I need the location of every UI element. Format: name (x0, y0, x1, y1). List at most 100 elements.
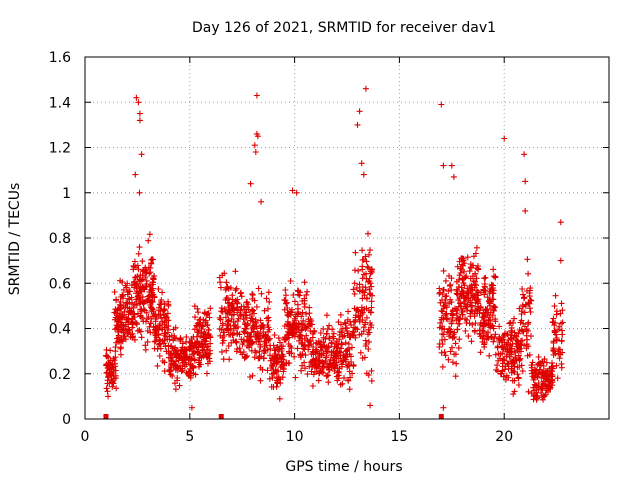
data-point (174, 367, 181, 373)
data-point (249, 306, 255, 313)
data-point (551, 303, 558, 310)
data-point (133, 94, 140, 101)
data-point (341, 319, 348, 326)
data-point (256, 330, 263, 337)
data-point (243, 314, 250, 321)
data-point (443, 311, 450, 317)
data-point (108, 372, 115, 379)
data-point (298, 313, 305, 320)
data-point (203, 354, 210, 361)
data-point (200, 316, 207, 323)
data-point (363, 258, 370, 265)
data-point (440, 302, 447, 309)
data-point (475, 289, 482, 295)
data-point (464, 303, 471, 310)
data-point (216, 314, 223, 321)
data-point (461, 268, 467, 275)
data-point (469, 321, 476, 328)
data-point (526, 293, 533, 300)
data-point (444, 316, 451, 323)
data-point (328, 349, 335, 356)
data-point (359, 266, 366, 273)
data-point (175, 353, 182, 360)
data-point (241, 320, 248, 326)
data-point (234, 346, 241, 353)
data-point (192, 314, 198, 321)
data-point (298, 341, 305, 348)
data-point (137, 288, 144, 295)
data-point (225, 285, 232, 292)
data-point (335, 355, 342, 362)
data-point (450, 173, 457, 180)
data-point (306, 310, 313, 317)
data-point (160, 311, 167, 318)
data-point (463, 317, 470, 323)
data-point (229, 296, 236, 303)
data-point (308, 368, 315, 375)
data-point (490, 273, 497, 280)
data-point (513, 343, 520, 350)
data-point (133, 320, 140, 327)
data-point (465, 333, 472, 340)
data-point (508, 369, 515, 376)
data-point (234, 318, 241, 324)
data-point (446, 272, 452, 279)
axes: 0 0.2 0.4 0.6 0.8 1 1.2 1.4 1.6 0 5 10 15 20 (49, 50, 609, 445)
data-point (286, 360, 293, 367)
data-point (129, 324, 136, 331)
data-point (529, 359, 536, 366)
data-point (556, 323, 563, 330)
data-point (356, 108, 363, 115)
data-point (134, 262, 141, 269)
data-point (174, 375, 181, 381)
data-point (352, 334, 359, 341)
data-point (518, 362, 525, 369)
y-tick-label: 1 (62, 186, 71, 202)
data-point (496, 323, 503, 330)
data-point (234, 323, 241, 330)
data-point (551, 322, 558, 329)
data-point (552, 292, 559, 299)
data-point (306, 304, 313, 311)
data-point (115, 334, 122, 341)
data-point (506, 353, 513, 360)
data-point (310, 330, 316, 337)
data-point (124, 280, 131, 287)
data-point (488, 333, 494, 340)
data-point (460, 262, 466, 269)
data-point (291, 333, 298, 340)
data-point (482, 274, 489, 281)
data-point (494, 362, 501, 369)
data-point (157, 312, 164, 319)
data-point (351, 290, 358, 297)
data-point (359, 247, 366, 254)
data-point (506, 320, 513, 327)
data-point (254, 133, 261, 140)
data-point (141, 307, 148, 314)
data-point (146, 270, 153, 277)
data-point (138, 151, 145, 158)
data-point (354, 326, 361, 333)
data-point (336, 336, 343, 343)
data-point (152, 338, 159, 344)
data-point (224, 318, 231, 325)
data-point (151, 326, 158, 333)
data-point (489, 322, 496, 329)
data-point (546, 377, 553, 384)
data-point (168, 350, 175, 357)
data-point (448, 162, 455, 169)
data-point (191, 349, 198, 356)
data-point (438, 349, 445, 356)
data-point (437, 319, 444, 326)
data-point (240, 349, 247, 355)
y-tick-label: 0 (62, 412, 71, 428)
data-point (155, 286, 162, 292)
data-point (131, 336, 138, 343)
data-point (223, 279, 230, 286)
data-point (149, 305, 155, 312)
data-point (492, 318, 499, 325)
data-point (219, 272, 226, 279)
data-point (256, 348, 263, 355)
data-point (472, 320, 479, 327)
data-point (248, 347, 255, 354)
